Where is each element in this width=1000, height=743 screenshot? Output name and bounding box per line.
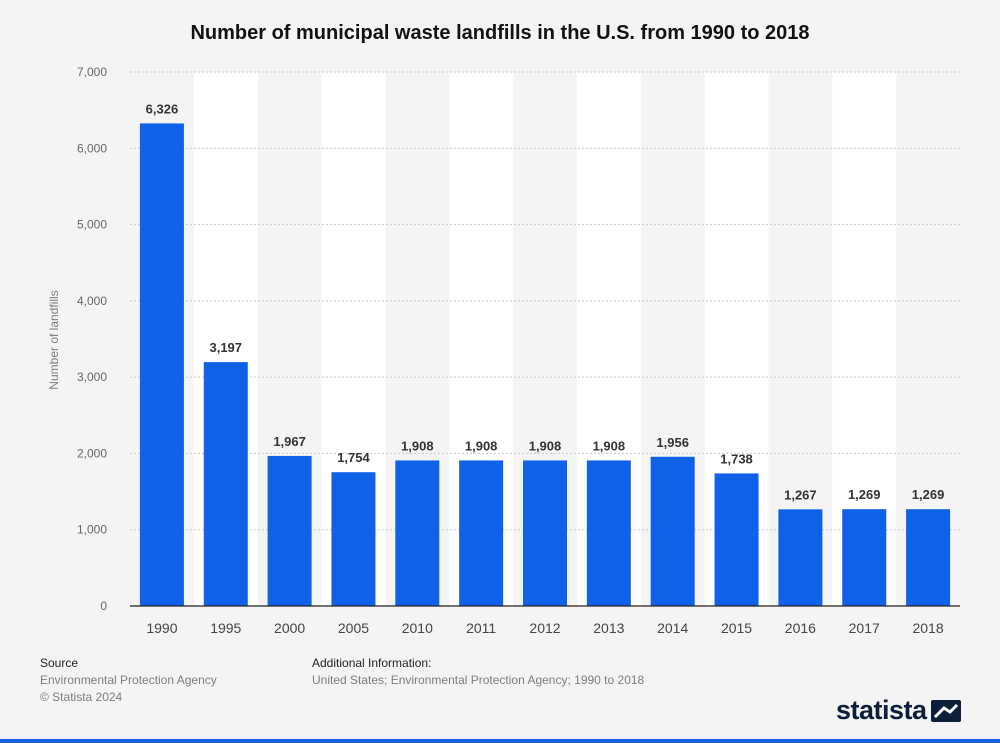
value-label: 1,267 (784, 487, 817, 502)
bar-2012[interactable] (523, 460, 567, 606)
bars (139, 123, 951, 607)
statista-logo-text: statista (836, 695, 927, 725)
y-axis-title: Number of landfills (47, 290, 61, 389)
bar-2016[interactable] (778, 509, 823, 606)
y-tick-label: 4,000 (77, 294, 107, 308)
x-tick-label: 2011 (466, 620, 496, 636)
bar-2010[interactable] (395, 460, 440, 606)
y-tick-label: 0 (100, 599, 107, 613)
bar-chart: 6,326 3,197 1,967 1,754 1,908 1,908 1,908 1,908… (47, 65, 960, 636)
x-tick-label: 1990 (146, 620, 177, 636)
value-label: 1,908 (593, 438, 626, 453)
bar-2011[interactable] (459, 460, 504, 606)
x-tick-label: 2010 (402, 620, 433, 636)
additional-info-text: United States; Environmental Protection … (312, 673, 645, 687)
value-labels: 6,326 3,197 1,967 1,754 1,908 1,908 1,908 1,908… (146, 101, 945, 502)
value-label: 1,956 (656, 435, 689, 450)
value-label: 1,269 (912, 487, 945, 502)
value-label: 1,967 (273, 434, 306, 449)
source-line: Environmental Protection Agency (40, 673, 217, 687)
x-tick-label: 2014 (657, 620, 688, 636)
value-label: 1,908 (465, 438, 498, 453)
x-tick-label: 2017 (849, 620, 880, 636)
source-heading: Source (40, 656, 79, 670)
chart-title: Number of municipal waste landfills in t… (190, 22, 810, 44)
additional-info-block: Additional Information: United States; E… (312, 655, 644, 689)
x-tick-label: 2015 (721, 620, 752, 636)
x-tick-labels: 1990 1995 2000 2005 2010 2011 2012 2013 2014 2015… (146, 620, 944, 636)
bar-2014[interactable] (650, 456, 695, 606)
bar-2013[interactable] (586, 460, 631, 606)
x-tick-label: 1995 (210, 620, 241, 636)
bar-2015[interactable] (714, 473, 759, 606)
x-tick-label: 2016 (785, 620, 816, 636)
bar-2005[interactable] (331, 472, 376, 606)
statista-logo[interactable]: statista (836, 695, 961, 726)
y-tick-label: 6,000 (77, 141, 107, 155)
value-label: 3,197 (209, 340, 242, 355)
y-tick-label: 7,000 (77, 65, 107, 79)
bar-2017[interactable] (842, 509, 887, 606)
y-tick-label: 1,000 (77, 523, 107, 537)
y-tick-label: 3,000 (77, 370, 107, 384)
additional-info-heading: Additional Information: (312, 656, 432, 670)
bar-1990[interactable] (139, 123, 184, 607)
source-block: Source Environmental Protection Agency ©… (40, 655, 217, 706)
y-tick-label: 2,000 (77, 446, 107, 460)
statista-logo-icon (930, 699, 961, 722)
value-label: 1,908 (401, 438, 434, 453)
bar-2000[interactable] (267, 455, 312, 606)
x-tick-label: 2012 (529, 620, 560, 636)
x-tick-label: 2018 (912, 620, 943, 636)
copyright-line: © Statista 2024 (40, 690, 123, 704)
value-label: 6,326 (146, 101, 179, 116)
x-tick-label: 2005 (338, 620, 369, 636)
bottom-accent-rule (0, 739, 1000, 743)
bar-2018[interactable] (906, 509, 951, 606)
y-tick-label: 5,000 (77, 218, 107, 232)
value-label: 1,908 (529, 438, 562, 453)
y-tick-labels: 0 1,000 2,000 3,000 4,000 5,000 6,000 7,000 (77, 65, 107, 613)
value-label: 1,754 (337, 450, 370, 465)
x-tick-label: 2000 (274, 620, 305, 636)
x-tick-label: 2013 (593, 620, 624, 636)
bar-1995[interactable] (203, 362, 248, 606)
value-label: 1,738 (720, 451, 753, 466)
value-label: 1,269 (848, 487, 881, 502)
